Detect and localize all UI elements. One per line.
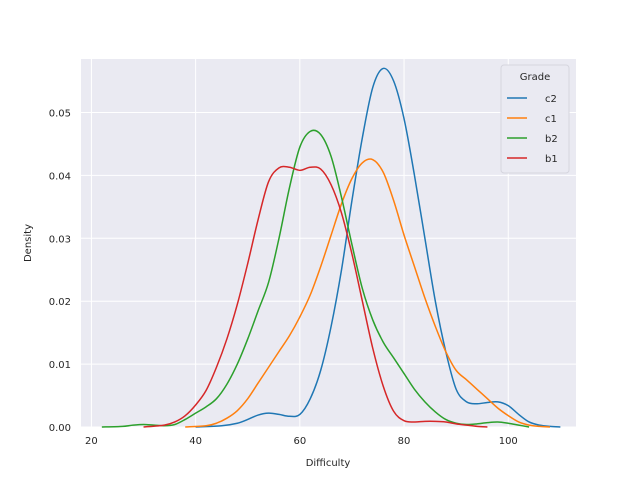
y-tick-label: 0.02	[49, 297, 71, 308]
y-tick-labels: 0.00 0.01 0.02 0.03 0.04 0.05	[49, 108, 71, 434]
legend-label-b2: b2	[545, 134, 558, 145]
legend-label-c2: c2	[545, 94, 557, 105]
series-line-c1	[185, 158, 550, 428]
x-tick-label: 80	[398, 436, 411, 447]
y-tick-label: 0.00	[49, 423, 71, 434]
y-tick-label: 0.05	[49, 108, 71, 119]
y-axis-label: Density	[23, 224, 34, 262]
grid-lines	[81, 59, 576, 428]
x-tick-label: 20	[85, 436, 98, 447]
series-line-c2	[195, 67, 561, 428]
x-axis-label: Difficulty	[306, 458, 351, 469]
legend-title: Grade	[520, 72, 551, 83]
legend-frame	[500, 64, 570, 174]
series-line-b1	[143, 165, 488, 428]
y-tick-label: 0.01	[49, 360, 71, 371]
series-lines	[101, 67, 561, 428]
legend: Grade c2 c1 b2 b1	[500, 64, 570, 174]
x-tick-label: 60	[293, 436, 306, 447]
x-tick-labels: 20 40 60 80 100	[85, 436, 518, 447]
legend-label-b1: b1	[545, 154, 558, 165]
y-tick-label: 0.04	[49, 171, 71, 182]
y-tick-label: 0.03	[49, 234, 71, 245]
x-tick-label: 100	[499, 436, 518, 447]
x-tick-label: 40	[189, 436, 202, 447]
legend-label-c1: c1	[545, 114, 557, 125]
